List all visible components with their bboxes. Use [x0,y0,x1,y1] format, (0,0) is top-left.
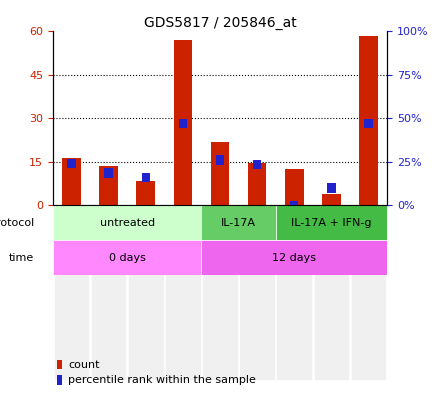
Bar [276,206,387,240]
Text: IL-17A + IFN-g: IL-17A + IFN-g [291,218,372,228]
Text: count: count [68,360,100,370]
Bar [202,206,276,240]
Text: IL-17A: IL-17A [221,218,256,228]
Text: GDS5817 / 205846_at: GDS5817 / 205846_at [143,16,297,30]
Text: GSM1283276: GSM1283276 [141,209,150,270]
Text: time: time [9,253,34,263]
Bar [359,36,378,206]
FancyBboxPatch shape [165,206,201,380]
Text: 0 days: 0 days [109,253,146,263]
FancyBboxPatch shape [276,206,312,380]
Text: protocol: protocol [0,218,34,228]
Bar [53,206,202,240]
FancyBboxPatch shape [54,206,89,380]
Bar [202,240,387,275]
Bar [67,159,76,169]
Bar [253,160,261,169]
Bar [248,163,267,206]
Text: GSM1283279: GSM1283279 [253,209,262,270]
Bar [364,119,373,129]
FancyBboxPatch shape [351,206,386,380]
FancyBboxPatch shape [128,206,164,380]
Bar [327,183,336,193]
FancyBboxPatch shape [202,206,238,380]
FancyBboxPatch shape [239,206,275,380]
FancyBboxPatch shape [91,206,126,380]
FancyBboxPatch shape [314,206,349,380]
Text: percentile rank within the sample: percentile rank within the sample [68,375,256,385]
Bar [179,119,187,129]
Bar [136,181,155,206]
Text: GSM1283278: GSM1283278 [216,209,224,270]
Text: 12 days: 12 days [272,253,316,263]
Bar [290,201,298,210]
Text: GSM1283282: GSM1283282 [364,209,373,270]
Text: GSM1283277: GSM1283277 [178,209,187,270]
Text: GSM1283281: GSM1283281 [327,209,336,270]
Text: GSM1283274: GSM1283274 [67,209,76,270]
Bar [62,158,81,206]
Bar [173,40,192,206]
Text: GSM1283280: GSM1283280 [290,209,299,270]
Bar [211,141,229,206]
Bar [104,169,113,178]
Bar [53,240,202,275]
Text: untreated: untreated [99,218,155,228]
Bar [322,194,341,206]
Text: GSM1283275: GSM1283275 [104,209,113,270]
Bar [216,156,224,165]
Bar [99,166,118,206]
Bar [142,173,150,182]
Bar [285,169,304,206]
